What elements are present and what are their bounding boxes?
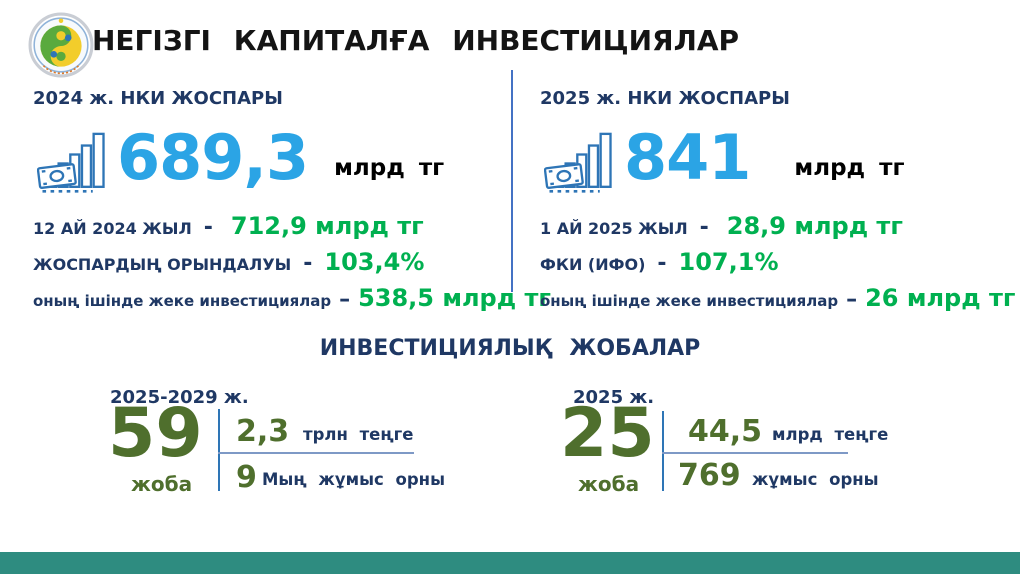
stat-value: 28,9 млрд тг xyxy=(726,212,903,240)
plan-2025-section: 2025 ж. НКИ ЖОСПАРЫ 841 млрд тг xyxy=(540,88,1018,318)
group-vertical-divider xyxy=(662,411,664,491)
stat-separator: - xyxy=(203,215,213,240)
project-group-count-label: жоба xyxy=(578,472,640,496)
stat-label: 12 АЙ 2024 ЖЫЛ xyxy=(33,219,192,238)
footer-accent-bar xyxy=(0,552,1020,574)
stat-value: 107,1% xyxy=(678,248,779,276)
plan-2024-stats: 12 АЙ 2024 ЖЫЛ - 712,9 млрд тг ЖОСПАРДЫҢ… xyxy=(33,212,551,320)
stat-row: оның ішінде жеке инвестициялар – 538,5 м… xyxy=(33,284,551,312)
stat-label: оның ішінде жеке инвестициялар xyxy=(540,292,839,310)
group-stat-unit: млрд теңге xyxy=(772,425,889,444)
project-group-count: 59 xyxy=(108,394,203,473)
stat-label: оның ішінде жеке инвестициялар xyxy=(33,292,332,310)
column-divider xyxy=(511,70,513,292)
stat-value: 538,5 млрд тг xyxy=(358,284,551,312)
group-stat-value: 44,5 xyxy=(688,414,763,449)
page-title: НЕГІЗГІ КАПИТАЛҒА ИНВЕСТИЦИЯЛАР xyxy=(92,24,740,57)
plan-2025-big-value: 841 xyxy=(624,121,751,194)
plan-2025-big-value-row: 841 млрд тг xyxy=(624,126,904,190)
group-horizontal-divider xyxy=(218,452,414,454)
stat-row: оның ішінде жеке инвестициялар – 26 млрд… xyxy=(540,284,1015,312)
project-group-period: 2025 ж. xyxy=(573,387,655,408)
plan-2025-stats: 1 АЙ 2025 ЖЫЛ - 28,9 млрд тг ФКИ (ИФО) -… xyxy=(540,212,1015,320)
plan-2024-big-value-row: 689,3 млрд тг xyxy=(117,126,444,190)
projects-section-title: ИНВЕСТИЦИЯЛЫҚ ЖОБАЛАР xyxy=(319,336,701,361)
group-horizontal-divider xyxy=(662,452,848,454)
plan-2025-big-unit: млрд тг xyxy=(794,155,905,181)
plan-2024-big-unit: млрд тг xyxy=(334,155,445,181)
stat-label: ФКИ (ИФО) xyxy=(540,255,646,274)
stat-separator: - xyxy=(303,251,313,276)
stat-row: ЖОСПАРДЫҢ ОРЫНДАЛУЫ - 103,4% xyxy=(33,248,551,276)
stat-separator: - xyxy=(699,215,709,240)
stat-separator: - xyxy=(657,251,667,276)
region-emblem-logo xyxy=(28,12,94,78)
group-stat-unit: Мың жұмыс орны xyxy=(262,470,445,489)
plan-2024-section: 2024 ж. НКИ ЖОСПАРЫ 689,3 млрд тг xyxy=(33,88,551,318)
stat-label: 1 АЙ 2025 ЖЫЛ xyxy=(540,219,688,238)
plan-2025-title: 2025 ж. НКИ ЖОСПАРЫ xyxy=(540,88,790,109)
group-stat-unit: жұмыс орны xyxy=(752,470,879,489)
project-group-count-label: жоба xyxy=(131,472,193,496)
project-group-count: 25 xyxy=(560,394,655,473)
group-vertical-divider xyxy=(218,409,220,491)
investment-chart-money-icon xyxy=(544,132,612,193)
stat-value: 103,4% xyxy=(324,248,425,276)
investment-chart-money-icon xyxy=(37,132,105,193)
group-stat-unit: трлн теңге xyxy=(303,425,414,444)
project-group-period: 2025-2029 ж. xyxy=(110,387,249,408)
stat-value: 712,9 млрд тг xyxy=(230,212,424,240)
group-stat-value: 769 xyxy=(678,458,741,493)
stat-separator: – xyxy=(846,287,858,312)
group-stat-value: 9 xyxy=(236,460,257,495)
stat-row: 1 АЙ 2025 ЖЫЛ - 28,9 млрд тг xyxy=(540,212,1015,240)
stat-value: 26 млрд тг xyxy=(865,284,1016,312)
stat-label: ЖОСПАРДЫҢ ОРЫНДАЛУЫ xyxy=(33,255,292,274)
plan-2024-title: 2024 ж. НКИ ЖОСПАРЫ xyxy=(33,88,283,109)
group-stat-value: 2,3 xyxy=(236,414,290,449)
stat-separator: – xyxy=(339,287,351,312)
plan-2024-big-value: 689,3 xyxy=(117,121,309,194)
stat-row: ФКИ (ИФО) - 107,1% xyxy=(540,248,1015,276)
stat-row: 12 АЙ 2024 ЖЫЛ - 712,9 млрд тг xyxy=(33,212,551,240)
